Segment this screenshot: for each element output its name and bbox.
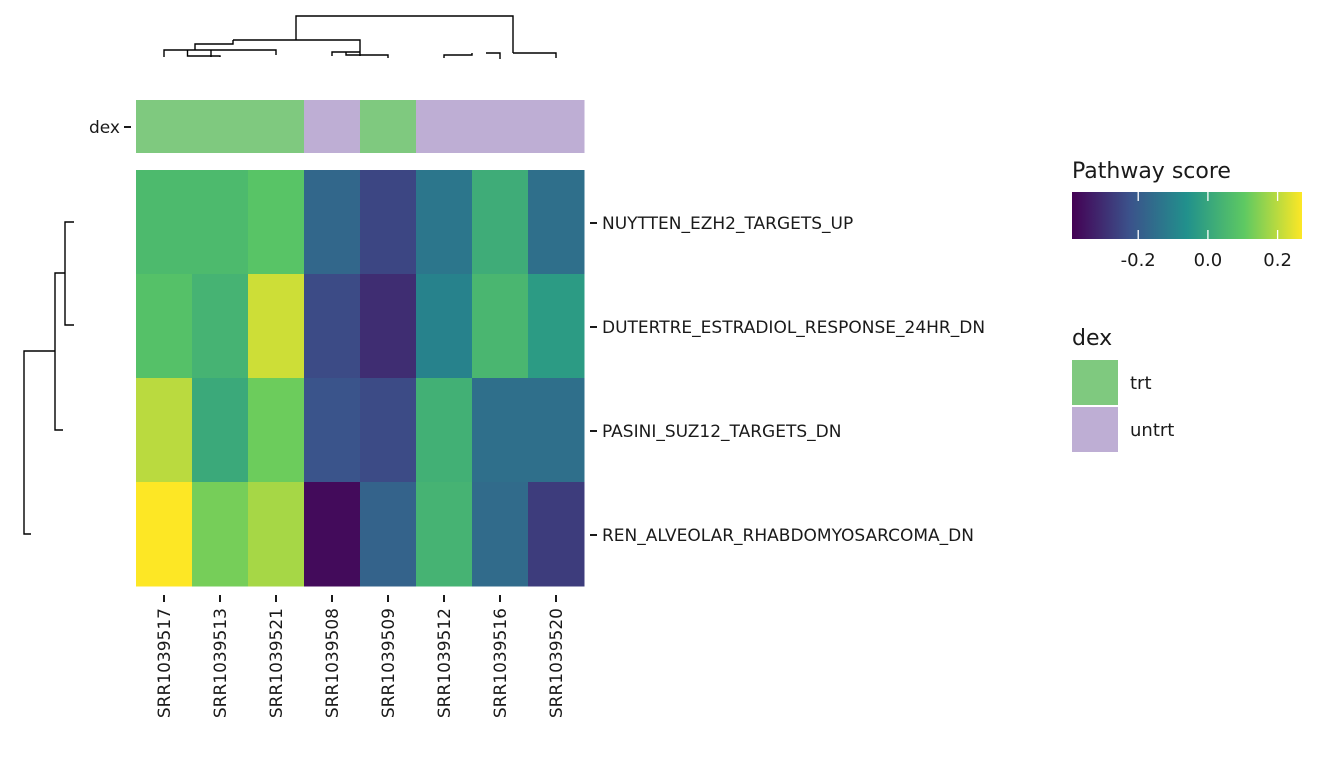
column-label: SRR1039508 bbox=[323, 608, 343, 718]
row-label: PASINI_SUZ12_TARGETS_DN bbox=[602, 422, 841, 442]
heatmap-cell bbox=[472, 482, 529, 587]
column-dendrogram bbox=[163, 15, 557, 59]
color-legend-title: Pathway score bbox=[1072, 159, 1231, 184]
heatmap-cell bbox=[248, 274, 305, 379]
annotation-cell bbox=[136, 100, 193, 153]
column-label: SRR1039517 bbox=[155, 608, 175, 718]
heatmap-cell bbox=[192, 274, 249, 379]
pathway-score-legend: Pathway score -0.2 0.0 0.2 bbox=[1072, 159, 1302, 271]
heatmap-cell bbox=[360, 378, 417, 483]
heatmap-cell bbox=[416, 274, 473, 379]
heatmap-cell bbox=[248, 378, 305, 483]
row-dendrogram-branches bbox=[23, 221, 74, 535]
heatmap-cell bbox=[472, 274, 529, 379]
heatmap-cell bbox=[304, 378, 361, 483]
column-label: SRR1039520 bbox=[547, 608, 567, 718]
column-labels: SRR1039517 SRR1039513 SRR1039521 SRR1039508… bbox=[155, 595, 567, 718]
color-legend-bar bbox=[1072, 192, 1302, 239]
annotation-legend-swatch bbox=[1072, 360, 1118, 405]
heatmap-cell bbox=[192, 378, 249, 483]
column-dendrogram-branches bbox=[163, 15, 557, 59]
heatmap-cell bbox=[360, 482, 417, 587]
annotation-cell bbox=[472, 100, 529, 153]
annotation-cell bbox=[360, 100, 417, 153]
annotation-cell bbox=[528, 100, 585, 153]
annotation-cell bbox=[304, 100, 361, 153]
heatmap-cell bbox=[136, 482, 193, 587]
annotation-track-label: dex bbox=[89, 118, 120, 138]
annotation-legend-items: trt untrt bbox=[1072, 360, 1174, 452]
heatmap-cell bbox=[304, 170, 361, 275]
heatmap-cell bbox=[360, 274, 417, 379]
annotation-legend-label: untrt bbox=[1130, 420, 1174, 441]
row-labels: NUYTTEN_EZH2_TARGETS_UP DUTERTRE_ESTRADIO… bbox=[590, 214, 985, 546]
heatmap-cell bbox=[136, 170, 193, 275]
heatmap-cell bbox=[192, 170, 249, 275]
heatmap-cell bbox=[528, 482, 585, 587]
heatmap-cells bbox=[136, 170, 585, 587]
row-dendrogram bbox=[23, 221, 74, 535]
heatmap-cell bbox=[304, 482, 361, 587]
heatmap-cell bbox=[136, 378, 193, 483]
annotation-cell bbox=[192, 100, 249, 153]
column-label: SRR1039516 bbox=[491, 608, 511, 718]
row-label: DUTERTRE_ESTRADIOL_RESPONSE_24HR_DN bbox=[602, 318, 985, 338]
dex-legend: dex trt untrt bbox=[1072, 326, 1174, 452]
column-label: SRR1039509 bbox=[379, 608, 399, 718]
dex-annotation-track bbox=[136, 100, 585, 153]
color-legend-tick-label: -0.2 bbox=[1121, 250, 1156, 271]
heatmap-cell bbox=[304, 274, 361, 379]
heatmap-cell bbox=[472, 170, 529, 275]
heatmap-cell bbox=[248, 482, 305, 587]
heatmap-cell bbox=[528, 378, 585, 483]
row-label: NUYTTEN_EZH2_TARGETS_UP bbox=[602, 214, 853, 234]
heatmap-cell bbox=[528, 274, 585, 379]
color-legend-tick-label: 0.2 bbox=[1263, 250, 1292, 271]
annotation-legend-label: trt bbox=[1130, 373, 1152, 394]
column-label: SRR1039521 bbox=[267, 608, 287, 718]
color-legend-ticks: -0.2 0.0 0.2 bbox=[1121, 192, 1292, 271]
heatmap-cell bbox=[528, 170, 585, 275]
heatmap-cell bbox=[360, 170, 417, 275]
annotation-legend-swatch bbox=[1072, 407, 1118, 452]
heatmap-cell bbox=[416, 378, 473, 483]
heatmap-cell bbox=[416, 482, 473, 587]
heatmap-cell bbox=[192, 482, 249, 587]
heatmap-cell bbox=[416, 170, 473, 275]
column-label: SRR1039512 bbox=[435, 608, 455, 718]
column-label: SRR1039513 bbox=[211, 608, 231, 718]
annotation-cell bbox=[248, 100, 305, 153]
heatmap-cell bbox=[136, 274, 193, 379]
annotation-legend-title: dex bbox=[1072, 326, 1112, 351]
color-legend-tick-label: 0.0 bbox=[1194, 250, 1223, 271]
heatmap-cell bbox=[248, 170, 305, 275]
row-label: REN_ALVEOLAR_RHABDOMYOSARCOMA_DN bbox=[602, 526, 974, 546]
heatmap-cell bbox=[472, 378, 529, 483]
annotation-cell bbox=[416, 100, 473, 153]
